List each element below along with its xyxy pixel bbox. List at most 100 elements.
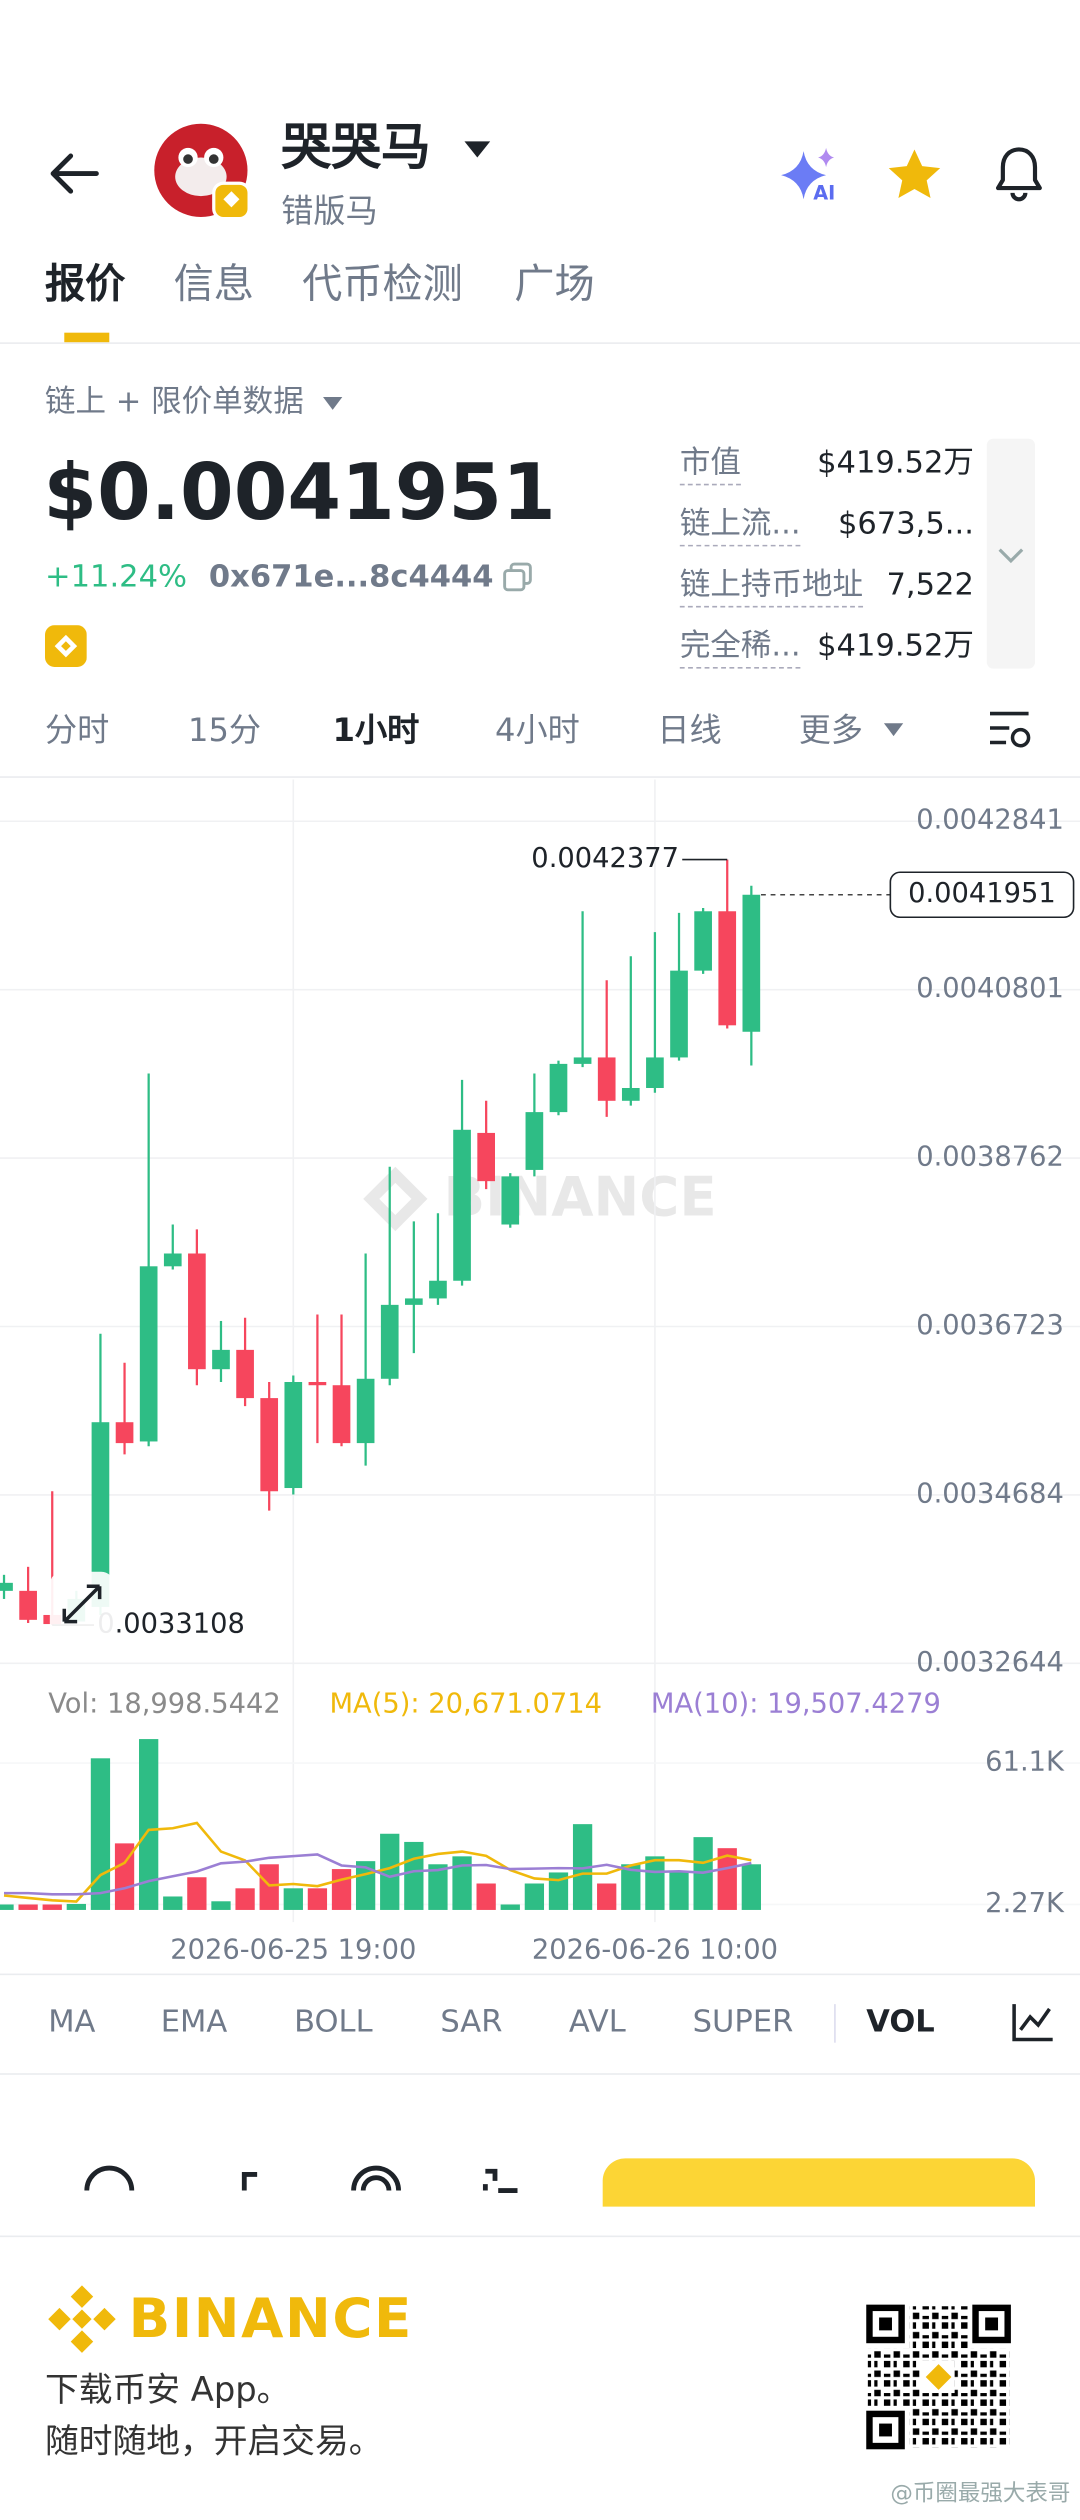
trade-button[interactable] (602, 2158, 1036, 2207)
price-change: +11.24% (45, 559, 188, 595)
candle-body (212, 1349, 230, 1370)
price: $0.0041951 (43, 448, 556, 539)
candle-body (429, 1280, 447, 1299)
indicator[interactable]: SUPER (692, 2004, 794, 2040)
stat-value: $419.52万 (817, 628, 974, 664)
back-button[interactable] (45, 148, 103, 199)
tab[interactable]: 信息 (173, 260, 254, 307)
token-avatar[interactable] (153, 122, 256, 225)
volume-bar (404, 1841, 424, 1910)
ai-button[interactable]: AI (778, 145, 846, 206)
indicator[interactable]: EMA (160, 2004, 228, 2040)
y-tick-label: 0.0038762 (916, 1142, 1064, 1173)
indicator[interactable]: MA (48, 2004, 96, 2040)
volume-bar (500, 1904, 520, 1910)
stat-value: $419.52万 (817, 445, 974, 481)
x-tick-label: 2026-06-26 10:00 (532, 1935, 778, 1966)
y-tick-label: 0.0036723 (916, 1310, 1064, 1341)
action-icons[interactable] (64, 2162, 546, 2194)
chart-watermark: BINANCE (363, 1165, 717, 1232)
more-dropdown[interactable] (881, 720, 907, 739)
candle-body (453, 1129, 471, 1281)
candle-body (380, 1304, 399, 1379)
candle-body (694, 911, 712, 971)
data-source[interactable]: 链上 + 限价单数据 (45, 384, 304, 420)
candle-body (718, 911, 737, 1026)
divider (0, 1973, 1080, 1976)
copy-button[interactable] (501, 561, 533, 593)
watermark-logo (363, 1166, 428, 1232)
volume-bar (235, 1888, 255, 1910)
interval[interactable]: 日线 (657, 710, 722, 749)
qr-code (864, 2303, 1013, 2451)
candle-body (163, 1253, 182, 1267)
stat-label[interactable]: 完全稀... (679, 631, 801, 669)
volume-bar (90, 1758, 111, 1910)
chart-settings[interactable] (987, 707, 1035, 752)
stat-label[interactable]: 市值 (679, 448, 741, 486)
indicator-settings[interactable] (1009, 1999, 1057, 2044)
volume-bar (114, 1843, 135, 1910)
expand-button[interactable] (48, 1570, 116, 1638)
legend-label: MA(10): 19,507.4279 (651, 1689, 941, 1720)
volume-bar (18, 1904, 38, 1910)
divider (0, 342, 1080, 344)
volume-bar (380, 1833, 400, 1910)
tab[interactable]: 报价 (45, 260, 126, 307)
interval[interactable]: 4小时 (495, 710, 580, 749)
candle-body (139, 1266, 158, 1442)
separator (834, 2004, 836, 2043)
legend-label: MA(5): 20,671.0714 (329, 1689, 602, 1720)
stat-label[interactable]: 链上流... (679, 509, 801, 547)
candle-body (115, 1422, 134, 1444)
y-tick-label: 2.27K (985, 1888, 1065, 1919)
indicator[interactable]: BOLL (294, 2004, 373, 2040)
candle-body (549, 1063, 568, 1113)
interval[interactable]: 分时 (45, 710, 110, 749)
svg-text:AI: AI (813, 181, 835, 204)
candle-body (501, 1176, 520, 1225)
candle-body (284, 1381, 303, 1489)
divider (0, 776, 1080, 778)
stat-label[interactable]: 链上持币地址 (679, 570, 864, 608)
volume-bar (211, 1901, 231, 1910)
volume-bar (259, 1864, 279, 1910)
credit: @币圈最强大表哥 (890, 2481, 1071, 2508)
candle-body (573, 1057, 592, 1064)
candle-body (19, 1590, 37, 1620)
contract-address: 0x671e...8c4444 (208, 559, 494, 595)
interval[interactable]: 更多 (798, 710, 864, 749)
candle-body (597, 1057, 616, 1101)
favorite-button[interactable] (886, 146, 944, 201)
min-label: 0.0033108 (97, 1609, 245, 1640)
token-dropdown[interactable] (461, 138, 493, 161)
tab[interactable]: 广场 (514, 260, 595, 307)
volume-bar (283, 1888, 303, 1910)
volume-bar (741, 1864, 761, 1910)
candle-body (91, 1422, 110, 1607)
candle-body (0, 1582, 13, 1591)
data-source-dropdown[interactable] (320, 394, 346, 413)
candle-body (621, 1087, 640, 1101)
alert-button[interactable] (992, 145, 1047, 203)
tab[interactable]: 代币检测 (302, 260, 463, 307)
interval[interactable]: 1小时 (332, 710, 420, 749)
tab-indicator (64, 332, 110, 343)
candle-body (525, 1112, 544, 1170)
indicator[interactable]: VOL (866, 2004, 935, 2040)
interval[interactable]: 15分 (188, 710, 262, 749)
volume-bar (669, 1872, 689, 1910)
volume-bar (452, 1856, 472, 1910)
volume-bar (331, 1869, 352, 1910)
volume-bar (163, 1896, 183, 1910)
stats-expand[interactable] (986, 438, 1036, 669)
candle-body (260, 1398, 279, 1492)
divider (0, 2073, 1080, 2075)
candle-body (477, 1132, 496, 1182)
indicator[interactable]: SAR (440, 2004, 503, 2040)
indicator[interactable]: AVL (568, 2004, 626, 2040)
candle-body (188, 1253, 206, 1370)
